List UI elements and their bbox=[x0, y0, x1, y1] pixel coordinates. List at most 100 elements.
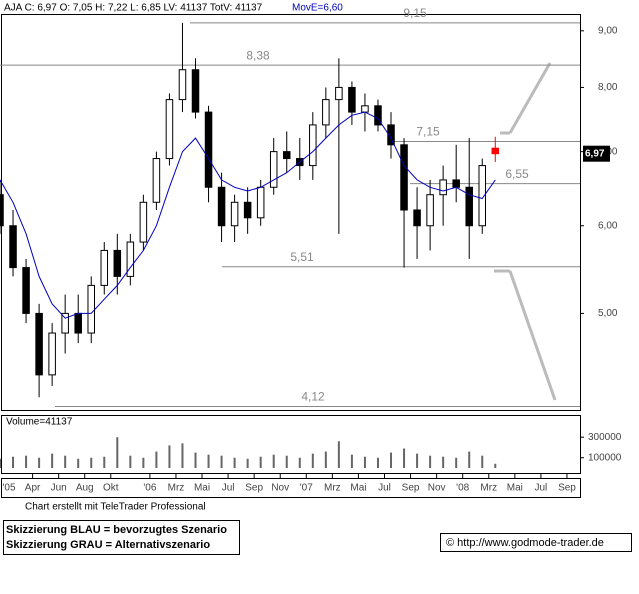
candle-body bbox=[452, 179, 460, 188]
level-label: 5,51 bbox=[290, 250, 314, 264]
scenario-line bbox=[508, 270, 557, 401]
candle-body bbox=[335, 86, 343, 101]
candle-body bbox=[204, 111, 213, 188]
ma-label: MovE=6,60 bbox=[292, 3, 343, 14]
x-tick-label: Mai bbox=[194, 483, 210, 494]
x-tick-label: Aug bbox=[76, 483, 94, 494]
level-label: 6,55 bbox=[505, 167, 529, 181]
scenario-line bbox=[508, 62, 552, 134]
candle-body bbox=[282, 151, 291, 160]
x-tick-label: '07 bbox=[300, 483, 313, 494]
volume-bar bbox=[403, 448, 406, 468]
x-tick-label: Jul bbox=[378, 483, 391, 494]
volume-bar bbox=[481, 455, 484, 468]
volume-bar bbox=[494, 463, 497, 468]
volume-bar bbox=[455, 457, 458, 468]
volume-bar bbox=[38, 457, 41, 468]
candle-body bbox=[152, 158, 161, 203]
volume-bar bbox=[285, 455, 288, 468]
candle-body bbox=[413, 209, 421, 227]
volume-bar bbox=[77, 458, 80, 468]
candle-body bbox=[74, 312, 82, 334]
candle-body bbox=[35, 312, 43, 376]
y-tick-label: 6,00 bbox=[598, 220, 618, 231]
x-tick-label: Sep bbox=[402, 483, 420, 494]
x-tick-label: Jun bbox=[51, 483, 67, 494]
candle-body bbox=[478, 165, 487, 227]
legend-text: Skizzierung BLAU = bevorzugtes Szenario bbox=[6, 524, 227, 536]
volume-panel bbox=[1, 415, 581, 474]
volume-bar bbox=[194, 452, 197, 468]
level-label: 8,38 bbox=[246, 48, 270, 62]
y-tick-label: 8,00 bbox=[598, 82, 618, 93]
credit: Chart erstellt mit TeleTrader Profession… bbox=[25, 502, 206, 513]
volume-bar bbox=[90, 457, 93, 468]
candle-body bbox=[465, 186, 473, 227]
volume-bar bbox=[324, 451, 327, 468]
volume-bar bbox=[376, 457, 379, 468]
candle-body bbox=[165, 99, 174, 160]
candle-body bbox=[374, 105, 382, 126]
volume-bar bbox=[0, 458, 1, 468]
moving-average bbox=[0, 111, 496, 319]
volume-bar bbox=[468, 451, 471, 468]
x-tick-label: Mrz bbox=[324, 483, 341, 494]
candle-body bbox=[9, 225, 17, 269]
volume-bar bbox=[416, 453, 419, 468]
volume-bar bbox=[155, 451, 158, 468]
volume-bar bbox=[337, 441, 340, 468]
volume-bar bbox=[25, 455, 28, 468]
candle-body bbox=[322, 99, 330, 126]
x-tick-label: Sep bbox=[245, 483, 263, 494]
y-tick-label: 100000 bbox=[588, 452, 622, 463]
candle-body bbox=[100, 249, 109, 286]
level-label: 4,12 bbox=[301, 390, 325, 404]
candle-body bbox=[178, 69, 187, 101]
x-tick-label: Mai bbox=[350, 483, 366, 494]
volume-bar bbox=[350, 454, 353, 468]
candle-body bbox=[48, 332, 56, 376]
volume-bar bbox=[181, 443, 184, 468]
source: © http://www.godmode-trader.de bbox=[446, 537, 604, 549]
level-label: 7,15 bbox=[416, 125, 440, 139]
candle-body bbox=[0, 194, 4, 227]
x-tick-label: Okt bbox=[103, 483, 119, 494]
volume-bar bbox=[12, 456, 15, 468]
y-tick-label: 300000 bbox=[588, 432, 622, 443]
last-price-box bbox=[583, 145, 610, 162]
candle-body bbox=[243, 201, 252, 219]
x-tick-label: Apr bbox=[25, 483, 41, 494]
header: AJA C: 6,97 O: 7,05 H: 7,22 L: 6,85 LV: … bbox=[4, 3, 263, 14]
level-label: 9,15 bbox=[403, 6, 427, 20]
x-tick-label: '08 bbox=[456, 483, 469, 494]
candle-body bbox=[126, 241, 135, 277]
source-box bbox=[440, 533, 632, 552]
candle-body bbox=[191, 69, 200, 113]
x-tick-label: '05 bbox=[2, 483, 15, 494]
candle-body bbox=[139, 201, 148, 243]
candle-body bbox=[400, 144, 408, 211]
x-tick-label: Jul bbox=[535, 483, 548, 494]
last-price-label: 6,97 bbox=[585, 148, 605, 159]
y-tick-label: 9,00 bbox=[598, 25, 618, 36]
candle-body bbox=[309, 124, 317, 167]
x-tick-label: Jul bbox=[222, 483, 235, 494]
volume-bar bbox=[246, 458, 249, 468]
volume-bar bbox=[116, 437, 119, 468]
volume-bar bbox=[233, 457, 236, 468]
candle-body bbox=[491, 147, 500, 155]
volume-bar bbox=[129, 455, 132, 468]
candle-body bbox=[426, 194, 434, 227]
candle-body bbox=[361, 105, 369, 113]
volume-bar bbox=[272, 454, 275, 468]
candle-body bbox=[22, 267, 30, 314]
candle-body bbox=[439, 179, 447, 196]
volume-label: Volume=41137 bbox=[6, 417, 73, 428]
volume-bar bbox=[103, 456, 106, 468]
x-tick-label: Nov bbox=[428, 483, 446, 494]
volume-bar bbox=[220, 455, 223, 468]
candle-body bbox=[348, 86, 356, 113]
x-tick-label: Nov bbox=[271, 483, 289, 494]
candle-body bbox=[217, 186, 226, 227]
